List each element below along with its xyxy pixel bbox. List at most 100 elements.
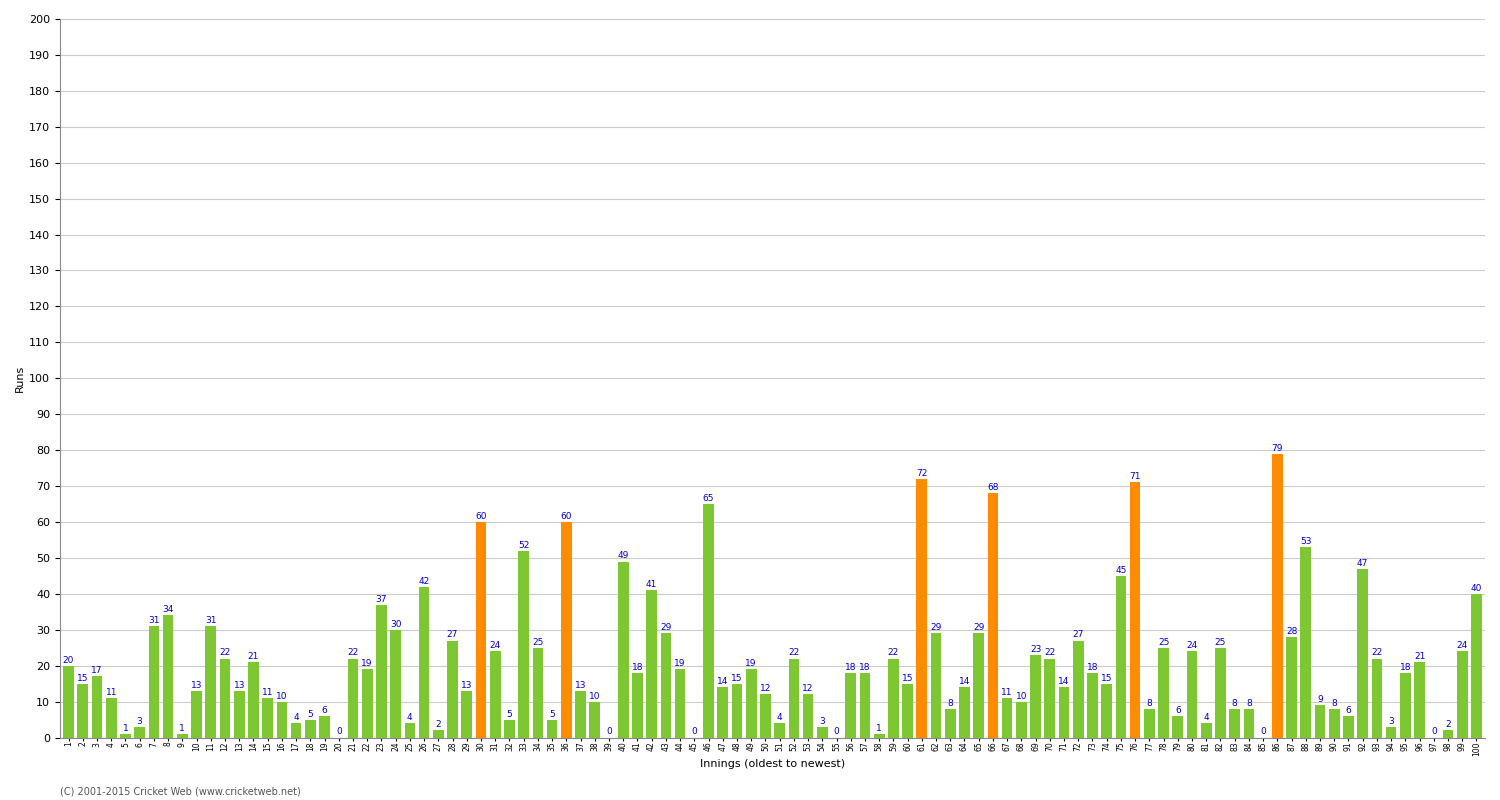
Bar (1443, 730, 1454, 738)
Text: 19: 19 (746, 659, 758, 668)
Bar (1101, 684, 1112, 738)
Text: 29: 29 (930, 623, 942, 632)
Bar (248, 662, 259, 738)
Text: 34: 34 (162, 606, 174, 614)
Text: 21: 21 (248, 652, 259, 661)
Text: 15: 15 (902, 674, 914, 682)
Bar (1202, 723, 1212, 738)
Text: 18: 18 (1086, 663, 1098, 672)
Bar (1314, 706, 1326, 738)
Text: 79: 79 (1272, 444, 1282, 453)
Text: 8: 8 (1246, 698, 1252, 708)
Bar (888, 658, 898, 738)
Bar (262, 698, 273, 738)
Text: 24: 24 (489, 642, 501, 650)
Bar (490, 651, 501, 738)
Bar (1342, 716, 1354, 738)
Bar (930, 634, 942, 738)
Text: 28: 28 (1286, 627, 1298, 636)
Text: 18: 18 (859, 663, 870, 672)
Bar (675, 670, 686, 738)
Bar (789, 658, 800, 738)
Bar (519, 550, 530, 738)
Bar (1072, 641, 1083, 738)
Text: 72: 72 (916, 469, 927, 478)
Bar (362, 670, 372, 738)
Text: 1: 1 (180, 724, 184, 733)
Text: 27: 27 (1072, 630, 1084, 639)
Text: 5: 5 (308, 710, 314, 718)
Text: 20: 20 (63, 656, 74, 665)
Text: 25: 25 (532, 638, 543, 646)
Text: 49: 49 (618, 551, 628, 561)
Bar (1030, 655, 1041, 738)
Text: 71: 71 (1130, 472, 1142, 482)
Text: 65: 65 (704, 494, 714, 503)
Text: 31: 31 (148, 616, 159, 625)
Bar (291, 723, 302, 738)
Bar (660, 634, 670, 738)
Text: 24: 24 (1456, 642, 1468, 650)
Bar (1300, 547, 1311, 738)
Text: 11: 11 (105, 688, 117, 697)
Text: 6: 6 (321, 706, 327, 715)
Text: 13: 13 (460, 681, 472, 690)
Text: 2: 2 (1444, 720, 1450, 730)
Bar (1215, 648, 1225, 738)
Bar (916, 479, 927, 738)
Text: 8: 8 (1146, 698, 1152, 708)
Bar (760, 694, 771, 738)
Text: 10: 10 (1016, 691, 1028, 701)
Text: 22: 22 (1371, 649, 1383, 658)
Text: 6: 6 (1346, 706, 1352, 715)
Text: 17: 17 (92, 666, 102, 675)
Bar (433, 730, 444, 738)
Bar (987, 494, 999, 738)
Text: 22: 22 (219, 649, 231, 658)
Bar (1472, 594, 1482, 738)
Text: 29: 29 (660, 623, 672, 632)
Text: 13: 13 (234, 681, 244, 690)
Bar (704, 504, 714, 738)
Bar (646, 590, 657, 738)
Text: 37: 37 (375, 594, 387, 603)
Bar (1186, 651, 1197, 738)
Bar (958, 687, 970, 738)
Text: (C) 2001-2015 Cricket Web (www.cricketweb.net): (C) 2001-2015 Cricket Web (www.cricketwe… (60, 786, 300, 796)
Text: 45: 45 (1114, 566, 1126, 575)
Bar (304, 719, 315, 738)
Text: 22: 22 (888, 649, 898, 658)
Bar (234, 691, 244, 738)
Bar (1002, 698, 1013, 738)
Bar (903, 684, 914, 738)
Bar (1456, 651, 1467, 738)
Text: 15: 15 (1101, 674, 1113, 682)
Text: 0: 0 (692, 727, 698, 737)
Bar (164, 615, 174, 738)
Bar (717, 687, 728, 738)
Bar (1158, 648, 1168, 738)
Text: 27: 27 (447, 630, 458, 639)
Bar (1244, 709, 1254, 738)
Bar (1329, 709, 1340, 738)
Text: 52: 52 (518, 541, 530, 550)
Text: 11: 11 (1002, 688, 1013, 697)
Bar (348, 658, 358, 738)
Text: 14: 14 (717, 677, 729, 686)
Bar (462, 691, 472, 738)
Text: 24: 24 (1186, 642, 1197, 650)
Y-axis label: Runs: Runs (15, 365, 26, 392)
Bar (818, 726, 828, 738)
Bar (632, 673, 642, 738)
Text: 19: 19 (675, 659, 686, 668)
Text: 19: 19 (362, 659, 374, 668)
Text: 1: 1 (123, 724, 129, 733)
Text: 0: 0 (336, 727, 342, 737)
Bar (92, 677, 102, 738)
Text: 25: 25 (1158, 638, 1170, 646)
Bar (859, 673, 870, 738)
Bar (774, 723, 784, 738)
Bar (974, 634, 984, 738)
Bar (1272, 454, 1282, 738)
Text: 15: 15 (76, 674, 88, 682)
